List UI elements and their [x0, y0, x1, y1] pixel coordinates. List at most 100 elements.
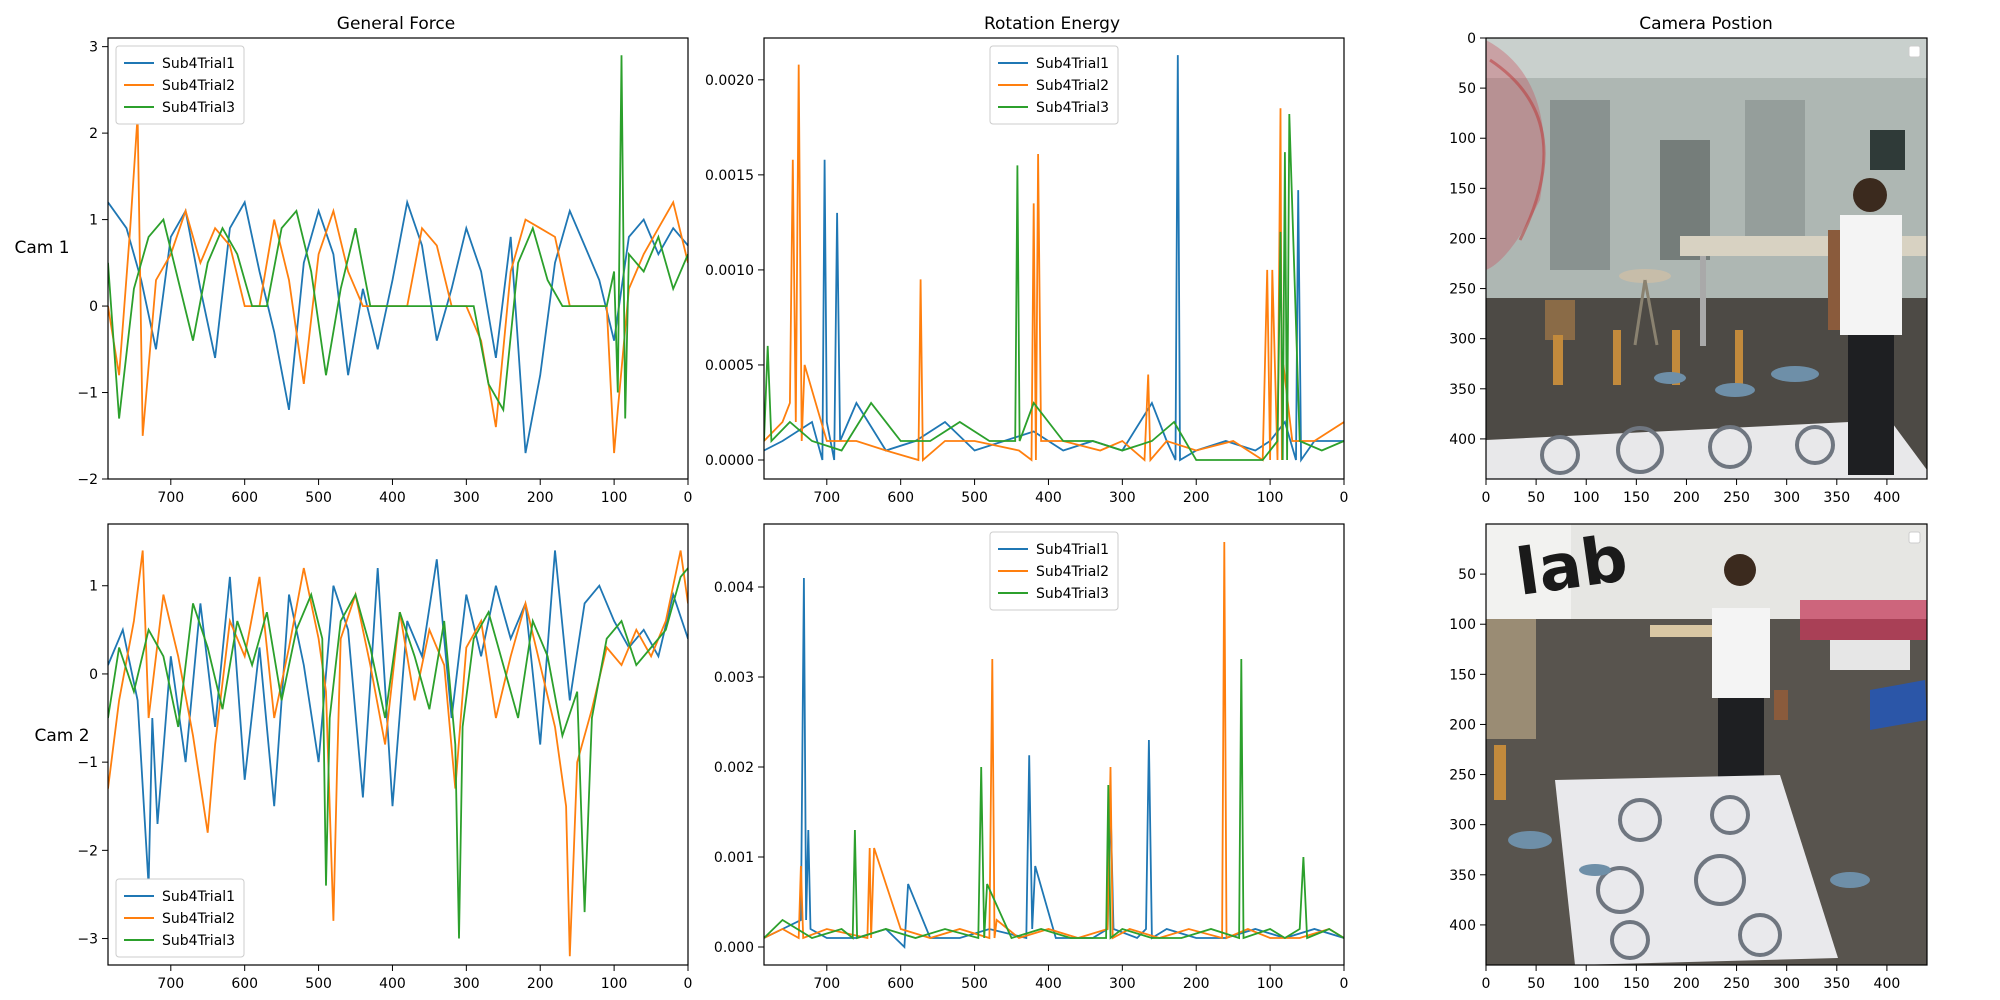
legend-label: Sub4Trial1 — [162, 56, 235, 72]
x-tick-label: 200 — [1673, 490, 1700, 506]
y-tick-label: 0.0010 — [705, 263, 754, 279]
panel-1: 700 600 500 400 300 200 100 0 0.0000 0.0005 0.0010… — [705, 37, 1349, 506]
series-line-sub4trial1 — [108, 550, 688, 886]
legend-box — [115, 878, 245, 958]
x-tick-label: 200 — [1673, 976, 1700, 992]
legend-label: Sub4Trial2 — [1036, 564, 1109, 580]
x-tick-label: 700 — [813, 490, 840, 506]
x-tick-label: 0 — [684, 976, 693, 992]
x-tick-label: 100 — [1257, 490, 1284, 506]
panel-5: 0 50 100 150 200 250 300 350 400 50 100 150 200 250 30… — [1449, 523, 1928, 992]
row-label-cam-2: Cam 2 — [34, 726, 89, 746]
y-tick-label: 0.000 — [714, 940, 754, 956]
y-tick-label: 200 — [1449, 231, 1476, 247]
legend-label: Sub4Trial3 — [162, 100, 235, 116]
x-tick-label: 50 — [1527, 490, 1545, 506]
x-tick-label: 200 — [527, 976, 554, 992]
series-line-sub4trial1 — [108, 198, 688, 454]
x-tick-label: 0 — [1340, 490, 1349, 506]
x-tick-label: 700 — [157, 490, 184, 506]
y-tick-label: 250 — [1449, 282, 1476, 298]
y-tick-label: 0.004 — [714, 580, 754, 596]
x-tick-label: 100 — [601, 976, 628, 992]
legend-label: Sub4Trial2 — [162, 911, 235, 927]
x-tick-label: 400 — [1874, 490, 1901, 506]
y-tick-label: 400 — [1449, 918, 1476, 934]
y-tick-label: 350 — [1449, 382, 1476, 398]
x-tick-label: 500 — [305, 976, 332, 992]
x-tick-label: 100 — [1573, 976, 1600, 992]
column-title-rotation-energy: Rotation Energy — [984, 14, 1120, 34]
legend-label: Sub4Trial3 — [1036, 586, 1109, 602]
y-tick-label: 0.0000 — [705, 453, 754, 469]
camera-image-cam-1 — [1486, 38, 1927, 479]
x-tick-label: 300 — [1773, 490, 1800, 506]
x-tick-label: 500 — [961, 976, 988, 992]
panel-2: 0 50 100 150 200 250 300 350 400 0 50 100 150 200 250 3… — [1449, 31, 1928, 506]
x-tick-label: 400 — [379, 490, 406, 506]
legend-label: Sub4Trial1 — [162, 889, 235, 905]
legend-label: Sub4Trial1 — [1036, 542, 1109, 558]
legend: Sub4Trial1 Sub4Trial2 Sub4Trial3 — [115, 45, 245, 125]
y-tick-label: −3 — [77, 932, 98, 948]
legend: Sub4Trial1 Sub4Trial2 Sub4Trial3 — [989, 531, 1119, 611]
y-tick-label: 3 — [89, 40, 98, 56]
y-tick-label: −1 — [77, 386, 98, 402]
x-tick-label: 150 — [1623, 490, 1650, 506]
x-tick-label: 200 — [1183, 976, 1210, 992]
axes-frame — [763, 523, 1345, 966]
x-tick-label: 400 — [379, 976, 406, 992]
column-title-general-force: General Force — [337, 14, 455, 34]
y-tick-label: 150 — [1449, 667, 1476, 683]
y-tick-label: 0 — [89, 299, 98, 315]
y-tick-label: 300 — [1449, 818, 1476, 834]
y-tick-label: 400 — [1449, 432, 1476, 448]
y-tick-label: 350 — [1449, 868, 1476, 884]
series-line-sub4trial3 — [764, 113, 1344, 461]
x-tick-label: 300 — [1109, 490, 1136, 506]
series-line-sub4trial1 — [764, 577, 1344, 950]
camera-image-cam-2: lab — [1486, 522, 1927, 965]
y-tick-label: 0.0015 — [705, 168, 754, 184]
y-tick-label: 0.002 — [714, 760, 754, 776]
series-line-sub4trial3 — [108, 567, 688, 939]
series-line-sub4trial3 — [764, 658, 1344, 940]
y-tick-label: 0.001 — [714, 850, 754, 866]
x-tick-label: 600 — [887, 490, 914, 506]
x-tick-label: 350 — [1823, 490, 1850, 506]
x-tick-label: 100 — [1257, 976, 1284, 992]
y-tick-label: 0 — [1467, 31, 1476, 47]
x-tick-label: 600 — [231, 490, 258, 506]
x-tick-label: 700 — [157, 976, 184, 992]
x-tick-label: 350 — [1823, 976, 1850, 992]
y-tick-label: 100 — [1449, 131, 1476, 147]
y-tick-label: 200 — [1449, 717, 1476, 733]
y-tick-label: 0.0020 — [705, 73, 754, 89]
axes-frame — [1485, 523, 1928, 966]
panel-0: 700 600 500 400 300 200 100 0 −2 −1 0 1 2 3 Sub4Trial1… — [77, 37, 692, 506]
x-tick-label: 100 — [601, 490, 628, 506]
x-tick-label: 250 — [1723, 490, 1750, 506]
legend: Sub4Trial1 Sub4Trial2 Sub4Trial3 — [115, 878, 245, 958]
x-tick-label: 0 — [1340, 976, 1349, 992]
x-tick-label: 0 — [1482, 976, 1491, 992]
legend: Sub4Trial1 Sub4Trial2 Sub4Trial3 — [989, 45, 1119, 125]
y-tick-label: 1 — [89, 579, 98, 595]
x-tick-label: 600 — [231, 976, 258, 992]
legend-label: Sub4Trial1 — [1036, 56, 1109, 72]
axes-frame — [107, 523, 689, 966]
y-tick-label: 100 — [1449, 617, 1476, 633]
y-tick-label: 50 — [1458, 567, 1476, 583]
series-line-sub4trial2 — [108, 550, 688, 957]
svg-text:lab: lab — [1512, 522, 1632, 611]
legend-label: Sub4Trial3 — [162, 933, 235, 949]
x-tick-label: 50 — [1527, 976, 1545, 992]
legend-label: Sub4Trial2 — [1036, 78, 1109, 94]
x-tick-label: 600 — [887, 976, 914, 992]
legend-box — [989, 531, 1119, 611]
legend-label: Sub4Trial3 — [1036, 100, 1109, 116]
x-tick-label: 400 — [1035, 490, 1062, 506]
x-tick-label: 250 — [1723, 976, 1750, 992]
y-tick-label: 2 — [89, 126, 98, 142]
